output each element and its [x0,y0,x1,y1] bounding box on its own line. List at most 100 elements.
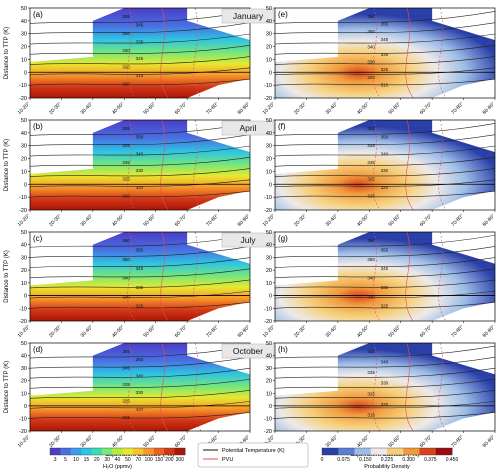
h2o-tick-label: 50 [125,457,131,463]
y-tick-label: -10 [264,306,272,312]
pvu-line [372,8,381,98]
pvu-line [160,343,169,431]
field-fill [30,120,250,210]
pvu-line [405,120,414,210]
contour-label: 320 [136,185,144,190]
y-tick-label: -20 [264,319,272,325]
contour-label: 330 [122,48,130,53]
contour-line [30,22,250,35]
y-tick-label: -10 [19,416,27,422]
y-tick-label: 10 [21,281,27,287]
y-tick-label: -10 [264,416,272,422]
contour-line [275,390,495,399]
y-tick-label: 20 [266,157,272,163]
field-fill [30,232,250,321]
prob-colorbar-cell [435,448,453,455]
panel-c: 360 355 350 345 340 335 330 325 -20 -10 0 10 20 30 40 5… [4,230,275,339]
h2o-colorbar-cell [70,448,82,455]
pvu-line [372,232,381,321]
contour-line [275,246,495,258]
h2o-tick-label: 30 [104,457,110,463]
contour-label: 320 [122,65,130,70]
x-tick-label: 80-90° [482,101,497,116]
field-fill [275,120,495,210]
panel-frame [274,119,496,211]
y-tick-label: 50 [21,6,27,12]
contour-line [30,168,250,177]
panel-frame [274,342,496,432]
h2o-tick-label: 200 [165,457,174,463]
contour-label: 330 [367,60,375,65]
contour-line [30,390,250,399]
pvu-line [405,8,414,98]
contour-line [30,11,250,24]
y-tick-label: -10 [19,195,27,201]
contour-label: 355 [122,14,130,19]
contour-label: 335 [122,382,130,387]
x-tick-label: 20-30° [293,324,308,339]
prob-colorbar-cell [338,448,355,455]
x-tick-label: 60-70° [419,434,434,449]
contour-label: 320 [367,75,375,80]
contour-line [30,290,250,299]
season-box [221,232,275,248]
y-tick-label: 0 [269,404,272,410]
x-tick-label: 60-70° [174,213,189,228]
x-tick-label: 20-30° [48,101,63,116]
y-tick-label: 0 [269,294,272,300]
y-tick-label: 20 [266,268,272,274]
pvu-line [160,120,169,210]
y-tick-label: 10 [266,57,272,63]
y-tick-label: 10 [266,391,272,397]
contour-label: 350 [122,257,130,262]
x-tick-label: 40-50° [111,213,126,228]
x-tick-label: 60-70° [174,434,189,449]
prob-colorbar-label: Probability Density [364,464,410,470]
x-tick-label: 40-50° [111,101,126,116]
x-tick-label: 60-70° [419,324,434,339]
x-tick-label: 80-90° [482,434,497,449]
pvu-line [438,8,447,98]
contour-label: 335 [367,160,375,165]
contour-line [30,378,250,389]
contour-label: 335 [136,285,144,290]
contour-label: 345 [381,37,389,42]
x-tick-label: 10-20° [17,101,32,116]
x-tick-label: 40-50° [356,324,371,339]
contour-label: 320 [381,185,389,190]
contour-label: 320 [381,402,389,407]
h2o-colorbar-cell [133,448,144,455]
contour-label: 315 [367,412,375,417]
y-tick-label: -20 [264,208,272,214]
x-tick-label: 40-50° [356,101,371,116]
pvu-line [438,232,447,321]
h2o-colorbar-cell [60,448,72,455]
prob-colorbar-frame [321,447,453,456]
y-tick-label: 50 [266,6,272,12]
x-tick-label: 30-40° [80,213,95,228]
y-tick-label: 10 [21,169,27,175]
contour-label: 345 [122,143,130,148]
y-tick-label: -20 [19,96,27,102]
x-tick-label: 50-60° [142,434,157,449]
panel-b: 355 350 345 340 335 330 325 320 315 -20 -10 0 10 20 30… [4,118,275,228]
contour-label: 325 [367,391,375,396]
contour-line [275,11,495,24]
y-tick-label: 40 [266,131,272,137]
contour-label: 310 [122,82,130,87]
contour-label: 340 [122,276,130,281]
panel-frame [29,7,251,99]
x-tick-label: 30-40° [325,101,340,116]
season-box [221,343,275,359]
x-tick-label: 20-30° [293,101,308,116]
prob-colorbar-cell [354,448,372,455]
pvu-line [160,232,169,321]
pvu-line [372,343,381,431]
x-tick-label: 30-40° [325,324,340,339]
pvu-line [372,120,381,210]
x-tick-label: 30-40° [80,434,95,449]
h2o-tick-label: 10 [73,457,79,463]
contour-line [30,234,250,248]
contour-line [30,56,250,65]
contour-label: 335 [136,39,144,44]
